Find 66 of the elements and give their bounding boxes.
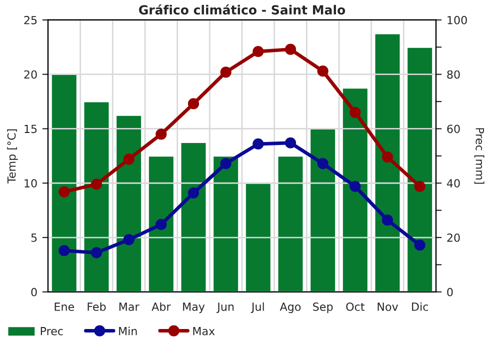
point — [317, 66, 328, 77]
x-tick-label: May — [183, 302, 205, 314]
y-tick-label: 20 — [24, 70, 37, 79]
y-axis-title: Temp [°C] — [7, 129, 18, 184]
x-tick-label: Sep — [313, 302, 333, 314]
y2-tick-label: 100 — [448, 16, 467, 24]
point — [284, 44, 296, 55]
x-tick-label: Abr — [152, 302, 171, 311]
point — [220, 158, 232, 170]
bar — [406, 46, 434, 292]
x-tick-label: Dic — [412, 302, 428, 311]
point — [90, 178, 102, 190]
bar — [82, 100, 110, 292]
bar — [244, 182, 272, 292]
x-tick-label: Nov — [378, 302, 398, 311]
bar — [148, 155, 175, 292]
point — [90, 247, 102, 258]
y-tick-label: 15 — [24, 124, 37, 134]
legend-label: Max — [193, 327, 215, 336]
bar — [342, 87, 369, 292]
point — [317, 158, 328, 170]
x-tick-label: Feb — [88, 302, 106, 311]
bar — [309, 128, 336, 292]
point — [382, 214, 394, 226]
bar — [212, 155, 240, 292]
legend-label: Min — [119, 326, 137, 336]
bar — [374, 32, 402, 292]
x-tick-label: Jul — [250, 302, 264, 313]
y-tick-label: 5 — [31, 234, 37, 242]
y2-tick-label: 0 — [447, 288, 453, 296]
y-tick-label: 10 — [24, 179, 37, 188]
bar — [276, 155, 304, 292]
x-tick-label: Jun — [216, 302, 234, 313]
point — [382, 151, 394, 163]
x-tick-label: Ago — [280, 302, 301, 314]
point — [123, 234, 134, 246]
bar — [115, 114, 142, 292]
point — [414, 240, 426, 251]
y-tick-label: 0 — [31, 288, 37, 296]
point — [252, 46, 264, 58]
y2-tick-label: 40 — [446, 179, 460, 188]
chart-title: Gráfico climático - Saint Malo — [139, 4, 346, 15]
point — [58, 186, 70, 198]
point — [123, 154, 134, 165]
y2-tick-label: 60 — [447, 124, 460, 134]
point — [156, 128, 167, 140]
point — [188, 187, 200, 198]
y2-tick-label: 80 — [447, 70, 460, 79]
x-tick-label: Ene — [54, 302, 74, 311]
point — [414, 180, 426, 192]
point — [350, 106, 361, 118]
point — [252, 138, 264, 150]
y2-tick-label: 20 — [447, 233, 460, 242]
point — [284, 137, 296, 148]
y2-axis-title: Prec [mm] — [474, 128, 484, 184]
bar — [180, 142, 208, 292]
legend-label: Prec — [40, 327, 63, 336]
y-tick-label: 25 — [24, 16, 37, 24]
x-tick-label: Oct — [346, 302, 365, 311]
point — [188, 98, 200, 110]
x-tick-label: Mar — [119, 302, 140, 311]
point — [220, 66, 232, 78]
point — [58, 245, 70, 256]
point — [350, 180, 361, 192]
point — [156, 218, 167, 230]
bar — [50, 74, 78, 292]
